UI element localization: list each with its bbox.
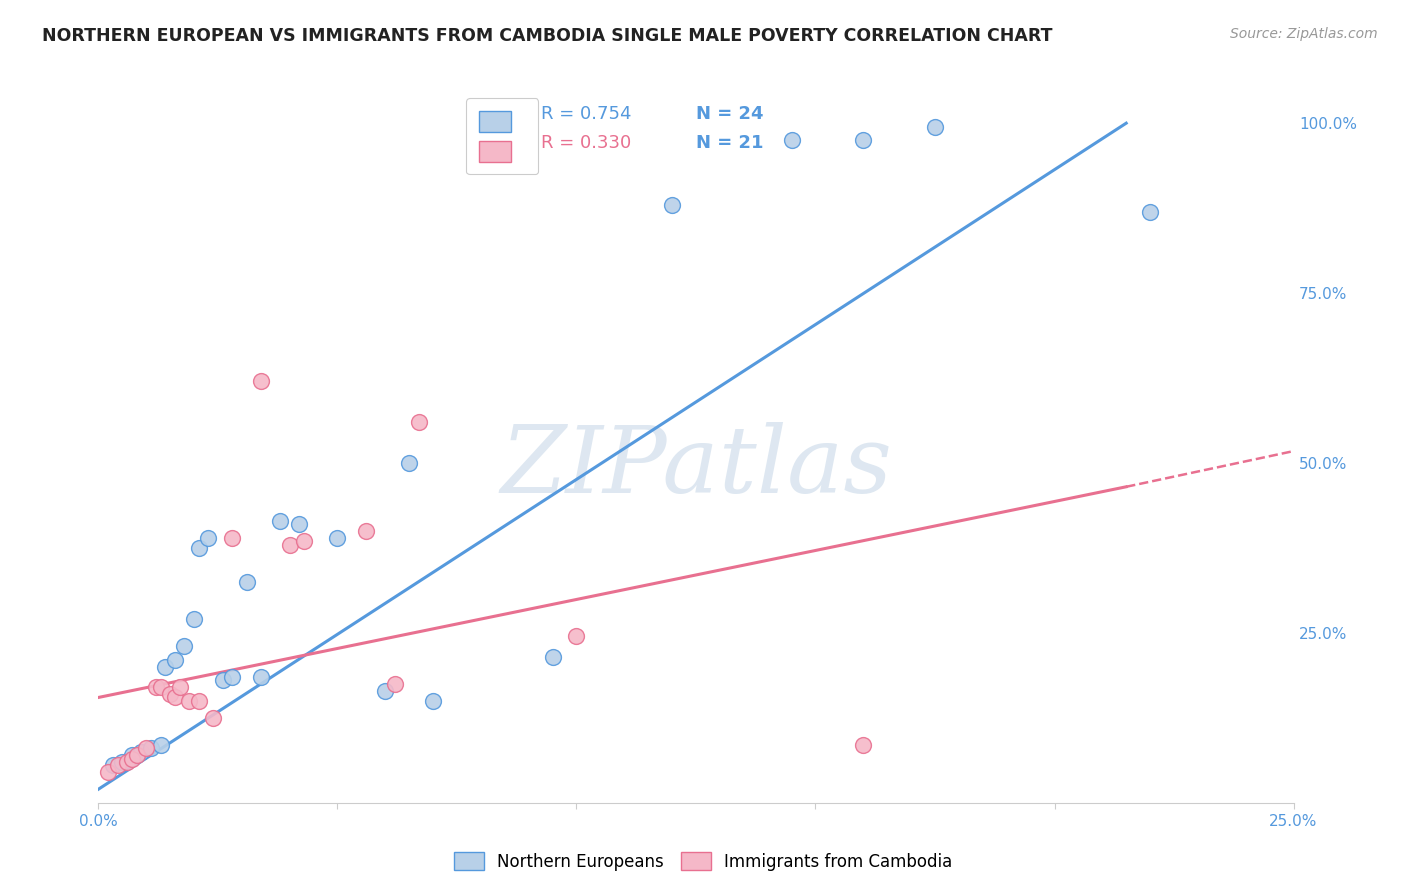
Point	[111, 755, 134, 769]
Point	[163, 653, 186, 667]
Text: R = 0.330: R = 0.330	[541, 134, 631, 152]
Point	[422, 694, 444, 708]
Point	[139, 741, 162, 756]
Point	[187, 694, 209, 708]
Point	[197, 531, 219, 545]
Text: Source: ZipAtlas.com: Source: ZipAtlas.com	[1230, 27, 1378, 41]
Text: NORTHERN EUROPEAN VS IMMIGRANTS FROM CAMBODIA SINGLE MALE POVERTY CORRELATION CH: NORTHERN EUROPEAN VS IMMIGRANTS FROM CAM…	[42, 27, 1053, 45]
Point	[179, 694, 201, 708]
Point	[169, 680, 191, 694]
Point	[565, 629, 588, 643]
Point	[269, 514, 291, 528]
Point	[398, 456, 420, 470]
Point	[1139, 204, 1161, 219]
Point	[183, 612, 205, 626]
Point	[173, 640, 195, 654]
Text: N = 21: N = 21	[696, 134, 763, 152]
Text: R = 0.754: R = 0.754	[541, 105, 631, 123]
Legend: Northern Europeans, Immigrants from Cambodia: Northern Europeans, Immigrants from Camb…	[446, 844, 960, 880]
Point	[292, 534, 315, 549]
Point	[163, 690, 186, 705]
Point	[149, 738, 172, 752]
Point	[159, 687, 181, 701]
Point	[852, 738, 875, 752]
Point	[121, 748, 143, 763]
Point	[288, 517, 311, 532]
Point	[384, 677, 406, 691]
Point	[97, 765, 120, 780]
Point	[135, 741, 157, 756]
Point	[221, 670, 243, 684]
Point	[155, 660, 177, 674]
Point	[780, 133, 803, 147]
Point	[125, 748, 148, 763]
Point	[115, 755, 138, 769]
Point	[211, 673, 233, 688]
Point	[235, 574, 257, 589]
Point	[374, 683, 396, 698]
Point	[131, 745, 153, 759]
Legend: , : ,	[465, 98, 538, 174]
Point	[661, 198, 683, 212]
Point	[202, 711, 225, 725]
Point	[541, 649, 564, 664]
Point	[145, 680, 167, 694]
Point	[250, 670, 273, 684]
Point	[187, 541, 209, 555]
Point	[354, 524, 377, 538]
Point	[408, 415, 430, 429]
Point	[250, 375, 273, 389]
Point	[278, 537, 301, 551]
Text: N = 24: N = 24	[696, 105, 763, 123]
Point	[121, 751, 143, 765]
Point	[852, 133, 875, 147]
Point	[107, 758, 129, 772]
Point	[221, 531, 243, 545]
Text: ZIPatlas: ZIPatlas	[501, 423, 891, 512]
Point	[924, 120, 946, 134]
Point	[326, 531, 349, 545]
Point	[101, 758, 124, 772]
Point	[149, 680, 172, 694]
